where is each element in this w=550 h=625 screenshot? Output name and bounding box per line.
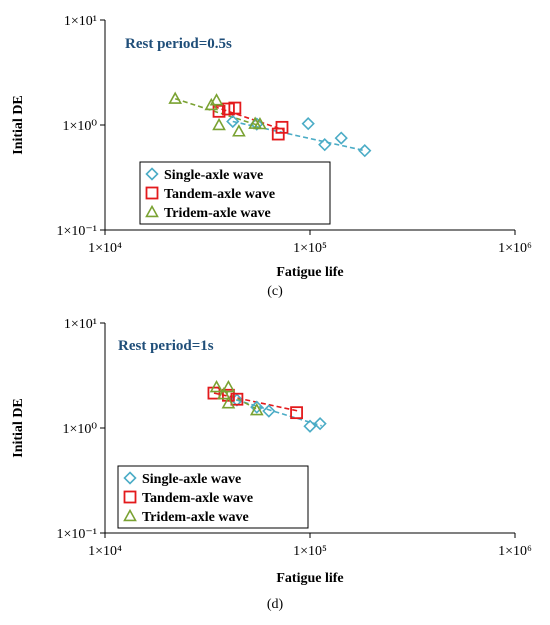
data-point-square (271, 127, 285, 141)
data-point-diamond (334, 131, 348, 145)
legend: Single-axle wave Tandem-axle wave Tridem-a… (139, 161, 331, 225)
legend-label: Tandem-axle wave (142, 491, 253, 506)
data-point-square (230, 392, 244, 406)
data-point-triangle (253, 116, 267, 130)
trendline-diamond (228, 396, 322, 427)
data-point-triangle (232, 124, 246, 137)
legend-label: Tridem-axle wave (164, 206, 271, 221)
trendline-triangle (174, 97, 261, 127)
data-point-triangle (216, 387, 231, 400)
data-point-diamond (358, 144, 372, 158)
y-tick-label: 1×10⁻¹ (57, 527, 97, 542)
x-tick-label: 1×10⁵ (293, 544, 327, 559)
data-point-triangle (221, 379, 236, 393)
x-tick-label: 1×10⁵ (293, 241, 327, 256)
rest-period-annotation: Rest period=0.5s (125, 36, 232, 52)
legend-box (139, 161, 331, 225)
data-point-square (290, 406, 303, 420)
y-tick-label: 1×10⁰ (62, 119, 97, 134)
trendline-diamond (232, 120, 365, 152)
data-point-square (212, 104, 226, 118)
data-point-square (275, 120, 289, 134)
data-point-square (222, 388, 235, 402)
legend: Single-axle wave Tandem-axle wave Tridem-a… (117, 465, 309, 529)
y-axis-label: Initial DE (11, 95, 26, 155)
data-point-triangle (221, 396, 236, 409)
chart-panel-c: 1×10⁻¹ 1×10⁰ 1×10¹ 1×10⁴ 1×10⁵ 1×10⁶ Fatigue l… (11, 14, 532, 299)
x-axis-label: Fatigue life (276, 265, 343, 280)
legend-label: Tandem-axle wave (164, 187, 275, 202)
y-tick-label: 1×10⁻¹ (57, 224, 97, 239)
y-tick-label: 1×10⁰ (62, 422, 97, 437)
legend-marker-diamond (145, 167, 159, 181)
data-point-square (222, 102, 235, 116)
x-axis-label: Fatigue life (276, 571, 343, 586)
data-point-diamond (303, 419, 317, 433)
legend-marker-square (145, 186, 159, 200)
y-tick-label: 1×10¹ (64, 317, 97, 332)
data-point-triangle (249, 402, 264, 416)
x-tick-label: 1×10⁶ (498, 544, 532, 559)
legend-label: Single-axle wave (164, 168, 263, 183)
legend-marker-triangle (145, 204, 159, 218)
data-point-diamond (318, 138, 332, 152)
chart-panel-d: 1×10⁻¹ 1×10⁰ 1×10¹ 1×10⁴ 1×10⁵ 1×10⁶ Fatigue l… (11, 317, 532, 612)
legend-label: Single-axle wave (142, 472, 241, 487)
legend-marker-diamond (123, 471, 137, 485)
legend-label: Tridem-axle wave (142, 510, 249, 525)
legend-marker-triangle (123, 508, 137, 522)
data-point-triangle (209, 93, 224, 106)
legend-box (117, 465, 309, 529)
data-point-triangle (209, 379, 224, 393)
data-point-square (228, 101, 242, 115)
panel-label: (d) (267, 597, 284, 612)
data-point-diamond (313, 417, 327, 431)
data-point-diamond (262, 404, 276, 418)
legend-marker-square (123, 490, 137, 504)
data-point-triangle (168, 91, 183, 104)
trendline-square (213, 105, 284, 131)
data-point-diamond (226, 114, 240, 129)
panel-label: (c) (267, 284, 283, 299)
x-tick-label: 1×10⁴ (88, 241, 122, 256)
y-axis-label: Initial DE (11, 398, 26, 458)
rest-period-annotation: Rest period=1s (118, 338, 214, 354)
x-tick-label: 1×10⁶ (498, 241, 532, 256)
data-point-diamond (250, 400, 264, 414)
y-tick-label: 1×10¹ (64, 14, 97, 29)
data-point-triangle (212, 117, 226, 131)
data-point-diamond (301, 117, 315, 131)
x-tick-label: 1×10⁴ (88, 544, 122, 559)
